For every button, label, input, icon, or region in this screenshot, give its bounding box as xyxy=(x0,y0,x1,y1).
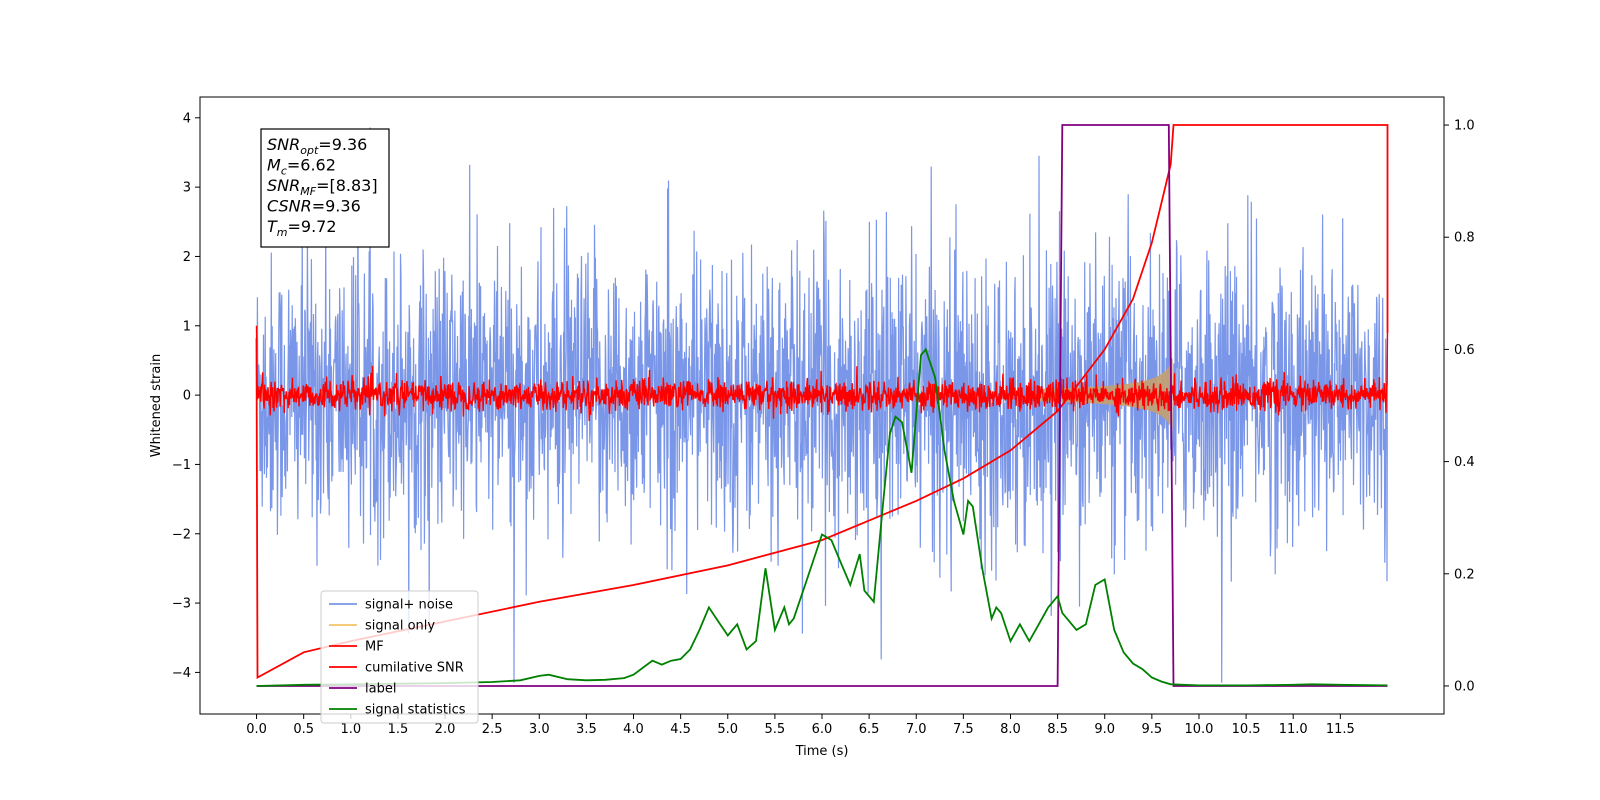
info-line: CSNR=9.36 xyxy=(267,197,361,216)
x-tick-label: 9.0 xyxy=(1094,722,1115,737)
legend-label: label xyxy=(365,682,396,697)
y-tick-label-left: −4 xyxy=(172,666,191,681)
y-tick-label-left: −3 xyxy=(172,597,191,612)
y-tick-label-right: 1.0 xyxy=(1454,119,1475,134)
x-tick-label: 2.5 xyxy=(482,722,503,737)
x-tick-label: 6.0 xyxy=(812,722,833,737)
x-tick-label: 0.5 xyxy=(293,722,314,737)
y-tick-label-left: 3 xyxy=(183,181,191,196)
y-tick-label-right: 0.6 xyxy=(1454,343,1475,358)
legend-label: cumilative SNR xyxy=(365,661,464,676)
series-signal-only xyxy=(1038,358,1173,432)
y-tick-label-left: −1 xyxy=(172,458,191,473)
legend-label: signal statistics xyxy=(365,703,466,718)
x-tick-label: 1.5 xyxy=(388,722,409,737)
x-tick-label: 5.5 xyxy=(765,722,786,737)
x-tick-label: 5.0 xyxy=(717,722,738,737)
info-box: SNRopt=9.36Mc=6.62SNRMF=[8.83]CSNR=9.36T… xyxy=(260,128,390,248)
y-tick-label-right: 0.4 xyxy=(1454,455,1475,470)
x-tick-label: 7.5 xyxy=(953,722,974,737)
series-mf xyxy=(255,325,1389,422)
x-tick-label: 10.0 xyxy=(1184,722,1213,737)
y-tick-label-left: 1 xyxy=(183,319,191,334)
y-tick-label-left: 4 xyxy=(183,111,191,126)
y-tick-label-right: 0.2 xyxy=(1454,567,1475,582)
y-tick-label-left: 2 xyxy=(183,250,191,265)
x-tick-label: 2.0 xyxy=(435,722,456,737)
series-signal-noise xyxy=(255,127,1389,683)
legend-label: signal+ noise xyxy=(365,598,453,613)
info-line: Mc=6.62 xyxy=(267,156,336,178)
legend-frame xyxy=(320,590,479,724)
legend-label: MF xyxy=(365,640,384,655)
x-tick-label: 4.0 xyxy=(623,722,644,737)
y-tick-label-right: 0.8 xyxy=(1454,231,1475,246)
x-tick-label: 10.5 xyxy=(1232,722,1261,737)
y-tick-label-left: 0 xyxy=(183,389,191,404)
x-tick-label: 9.5 xyxy=(1142,722,1163,737)
info-line: Tm=9.72 xyxy=(267,217,337,239)
x-tick-label: 11.5 xyxy=(1326,722,1355,737)
x-axis-label: Time (s) xyxy=(795,744,849,759)
info-line: SNRMF=[8.83] xyxy=(267,176,378,198)
x-tick-label: 3.5 xyxy=(576,722,597,737)
info-line: SNRopt=9.36 xyxy=(267,135,367,157)
series-signal-statistics xyxy=(256,347,1388,687)
x-tick-label: 8.0 xyxy=(1000,722,1021,737)
x-tick-label: 7.0 xyxy=(906,722,927,737)
ticks: 0.0 0.5 1.0 1.5 2.0 2.5 3.0 3.5 4.0 4.5 5.0 5.5 6.0 6… xyxy=(172,111,1475,737)
y-axis-label: Whitened strain xyxy=(149,354,164,457)
x-tick-label: 6.5 xyxy=(859,722,880,737)
legend: signal+ noise signal only MF cumilative SNR… xyxy=(320,590,479,724)
y-tick-label-right: 0.0 xyxy=(1454,679,1475,694)
legend-label: signal only xyxy=(365,619,435,634)
x-tick-label: 8.5 xyxy=(1047,722,1068,737)
y-tick-label-left: −2 xyxy=(172,527,191,542)
x-tick-label: 0.0 xyxy=(246,722,267,737)
info-box-frame xyxy=(260,128,390,248)
x-tick-label: 4.5 xyxy=(670,722,691,737)
x-tick-label: 3.0 xyxy=(529,722,550,737)
x-tick-label: 1.0 xyxy=(340,722,361,737)
x-tick-label: 11.0 xyxy=(1279,722,1308,737)
